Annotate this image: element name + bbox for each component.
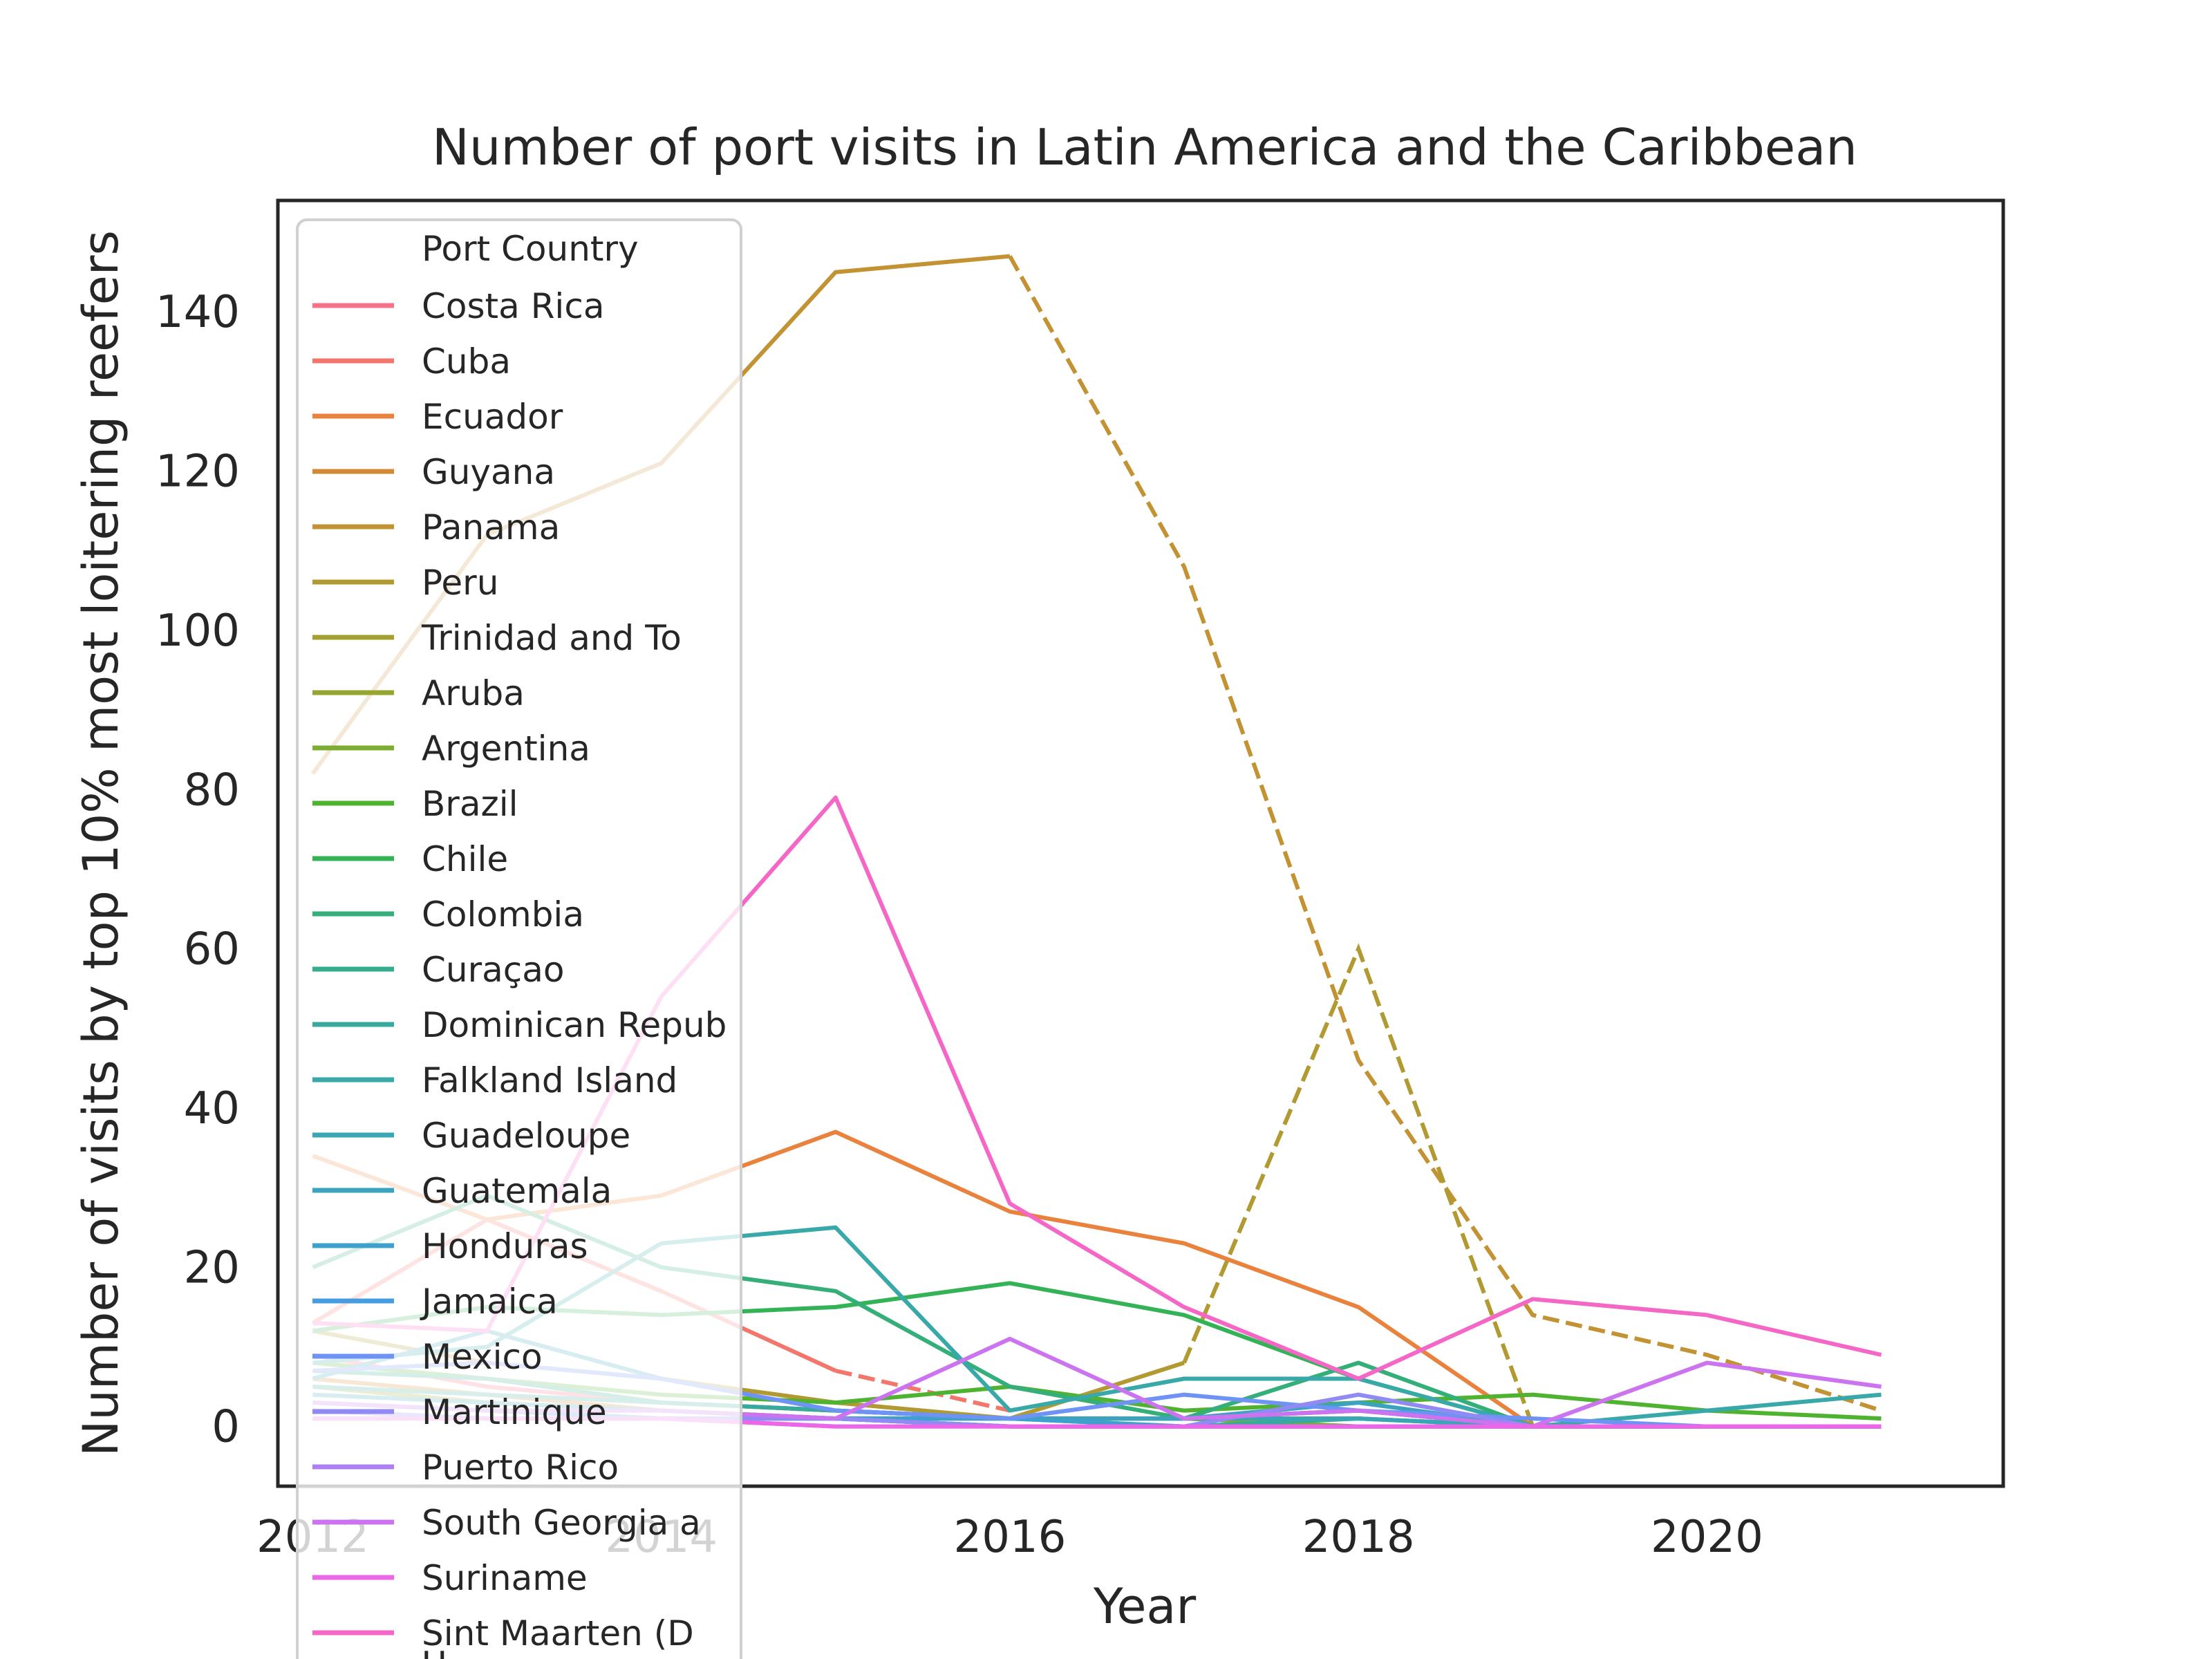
legend-label-cura-ao: Curaçao	[422, 950, 565, 990]
legend: Port Country Costa Rica Cuba Ecuador Guyana…	[296, 218, 742, 1659]
legend-box	[296, 218, 742, 1659]
x-tick-label: 2018	[1302, 1512, 1415, 1563]
y-axis-label: Number of visits by top 10% most loiteri…	[73, 230, 129, 1456]
legend-label-chile: Chile	[422, 839, 508, 879]
legend-label-mexico: Mexico	[422, 1337, 543, 1377]
y-tick-label: 140	[156, 287, 240, 338]
legend-label-argentina: Argentina	[422, 729, 590, 769]
legend-label-ecuador: Ecuador	[422, 397, 563, 437]
x-tick-label: 2020	[1651, 1512, 1763, 1563]
legend-label-jamaica: Jamaica	[420, 1282, 558, 1322]
y-tick-label: 120	[156, 447, 240, 498]
legend-label-brazil: Brazil	[422, 784, 518, 824]
x-tick-label: 2016	[953, 1512, 1066, 1563]
legend-label-puerto-rico: Puerto Rico	[422, 1447, 619, 1488]
y-tick-label: 60	[184, 924, 240, 975]
legend-label-honduras: Honduras	[422, 1226, 588, 1266]
legend-label-falkland-island: Falkland Island	[422, 1060, 677, 1100]
legend-label-peru: Peru	[422, 563, 498, 603]
x-axis-label: Year	[1093, 1578, 1196, 1635]
legend-label-guatemala: Guatemala	[422, 1171, 612, 1211]
y-tick-label: 100	[156, 606, 240, 657]
legend-label-suriname: Suriname	[422, 1558, 588, 1598]
plot-frame	[276, 198, 2005, 1488]
series-dashed-line-peru	[1182, 943, 1535, 1427]
y-tick-labels: 0 20 40 60 80 100 120 140	[156, 287, 240, 1452]
y-tick-label: 40	[184, 1083, 240, 1134]
y-tick-label: 80	[184, 765, 240, 816]
y-tick-label: 20	[184, 1242, 240, 1293]
legend-label-south-georgia-a: South Georgia a	[422, 1503, 701, 1543]
legend-entries: Costa Rica Cuba Ecuador Guyana Panama Peru Tri…	[312, 286, 727, 1653]
legend-label-trinidad-and-to: Trinidad and To	[421, 618, 682, 658]
legend-overflow-entry: U	[422, 1644, 447, 1659]
legend-label-cuba: Cuba	[422, 341, 511, 382]
y-tick-label: 0	[212, 1402, 240, 1453]
legend-label-dominican-repub: Dominican Repub	[422, 1005, 727, 1045]
legend-label-colombia: Colombia	[422, 894, 584, 935]
legend-label-guyana: Guyana	[422, 452, 555, 492]
legend-label-panama: Panama	[422, 507, 560, 547]
legend-label-martinique: Martinique	[422, 1392, 607, 1432]
legend-label-guadeloupe: Guadeloupe	[422, 1116, 630, 1156]
series-dashed-line-panama	[1008, 255, 1882, 1413]
chart-title: Number of port visits in Latin America a…	[432, 118, 1857, 176]
legend-label-costa-rica: Costa Rica	[422, 286, 604, 326]
legend-label-aruba: Aruba	[422, 673, 525, 713]
legend-title: Port Country	[422, 229, 639, 269]
series-dashed-line-cuba	[835, 1369, 1011, 1413]
legend-label-sint-maarten-d: Sint Maarten (D	[422, 1613, 694, 1653]
